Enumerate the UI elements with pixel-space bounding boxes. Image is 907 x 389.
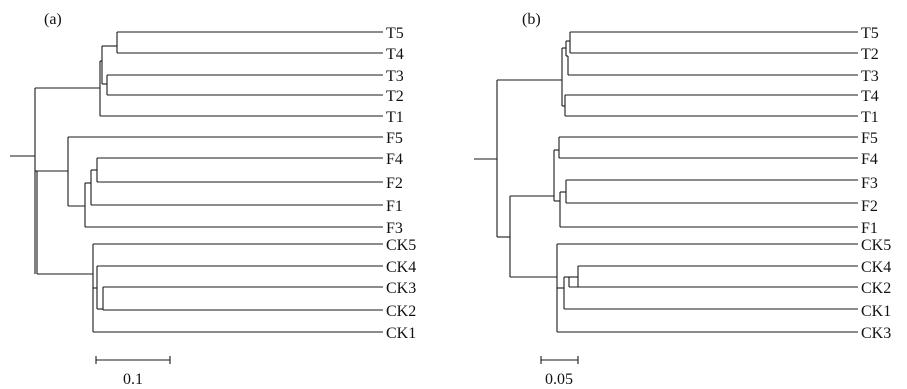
tree-branches-b (474, 31, 858, 333)
leaf-label: F2 (861, 198, 878, 215)
leaf-label: CK5 (861, 237, 891, 254)
leaf-label: T5 (861, 25, 879, 42)
leaf-label: T4 (861, 88, 879, 105)
leaf-label: T5 (386, 25, 404, 42)
leaf-label: T1 (386, 109, 404, 126)
leaf-label: T3 (861, 68, 879, 85)
leaf-label: F5 (386, 130, 403, 147)
leaf-label: F4 (386, 151, 403, 168)
panel-label-b: (b) (522, 11, 541, 28)
leaf-label: CK3 (861, 325, 891, 342)
leaf-labels-a: T5 T4 T3 T2 T1 F5 F4 F2 F1 F3 CK5 CK4 CK… (386, 25, 416, 342)
leaf-label: F1 (386, 198, 403, 215)
leaf-label: F3 (386, 220, 403, 237)
leaf-label: F2 (386, 175, 403, 192)
leaf-label: CK4 (386, 259, 416, 276)
leaf-label: F3 (861, 175, 878, 192)
leaf-label: T4 (386, 46, 404, 63)
leaf-label: CK4 (861, 259, 891, 276)
scale-bar-b: 0.05 (540, 356, 579, 388)
leaf-label: CK1 (386, 325, 416, 342)
leaf-label: F1 (861, 220, 878, 237)
leaf-label: CK2 (861, 280, 891, 297)
leaf-label: T1 (861, 109, 879, 126)
leaf-label: CK3 (386, 280, 416, 297)
leaf-label: F5 (861, 130, 878, 147)
scale-bar-a: 0.1 (95, 356, 171, 388)
panel-label-a: (a) (44, 11, 62, 28)
leaf-label: F4 (861, 151, 878, 168)
scale-bar-label-a: 0.1 (123, 371, 143, 388)
leaf-label: T2 (386, 88, 404, 105)
leaf-label: T3 (386, 68, 404, 85)
leaf-label: CK2 (386, 303, 416, 320)
dendrogram-panel-b: (b) (474, 11, 891, 388)
scale-bar-label-b: 0.05 (545, 371, 573, 388)
tree-branches-a (10, 31, 383, 333)
leaf-label: CK1 (861, 303, 891, 320)
dendrogram-panel-a: (a) (10, 11, 416, 388)
leaf-labels-b: T5 T2 T3 T4 T1 F5 F4 F3 F2 F1 CK5 CK4 CK… (861, 25, 891, 342)
leaf-label: CK5 (386, 237, 416, 254)
leaf-label: T2 (861, 46, 879, 63)
